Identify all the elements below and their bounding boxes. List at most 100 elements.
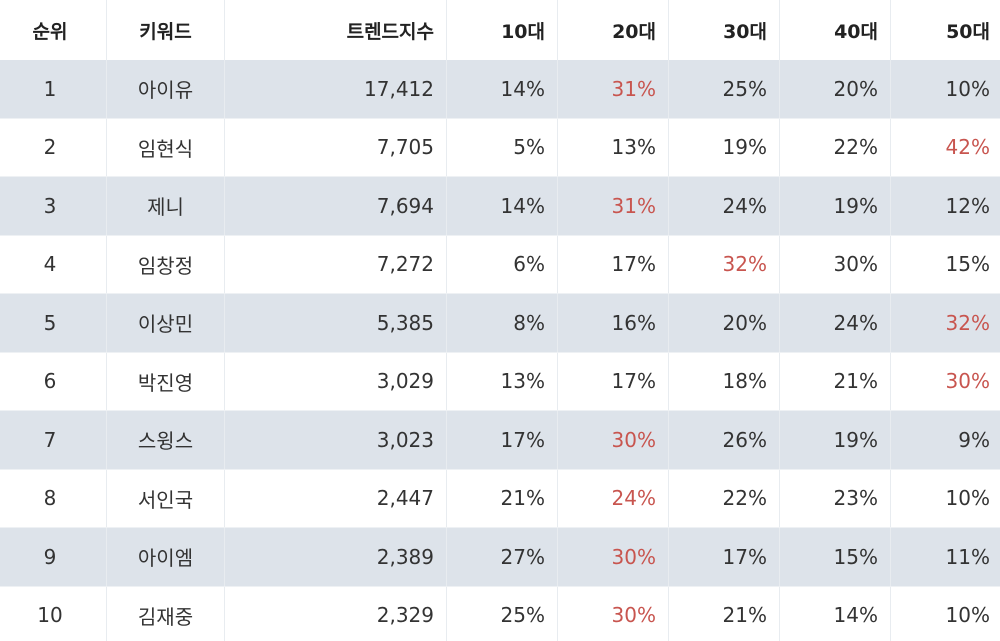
age-30-cell: 25% — [669, 60, 780, 118]
header-age-10: 10대 — [447, 0, 558, 60]
age-20-cell: 24% — [558, 469, 669, 527]
header-age-40: 40대 — [780, 0, 891, 60]
age-20-cell: 16% — [558, 294, 669, 352]
age-20-cell: 17% — [558, 235, 669, 293]
trend-index-cell: 17,412 — [225, 60, 447, 118]
header-age-50: 50대 — [946, 20, 990, 43]
age-30-cell: 22% — [669, 469, 780, 527]
keyword-cell: 박진영 — [107, 352, 225, 410]
keyword-cell: 아이엠 — [107, 528, 225, 586]
age-10-cell: 13% — [447, 352, 558, 410]
keyword-cell: 서인국 — [107, 469, 225, 527]
age-10-cell: 25% — [447, 586, 558, 641]
keyword-cell: 제니 — [107, 177, 225, 235]
trend-index-cell: 7,272 — [225, 235, 447, 293]
age-50-cell: 11% — [945, 544, 990, 569]
age-30-cell: 19% — [669, 118, 780, 176]
age-40-cell: 21% — [780, 352, 891, 410]
age-10-cell: 14% — [447, 60, 558, 118]
age-10-cell: 5% — [447, 118, 558, 176]
age-50-cell: 10% — [945, 603, 990, 628]
age-10-cell: 14% — [447, 177, 558, 235]
age-50-cell: 42% — [945, 135, 990, 160]
age-40-cell: 20% — [780, 60, 891, 118]
rank-cell: 7 — [0, 411, 107, 469]
table-row: 5 이상민 5,385 8% 16% 20% 24% 32% — [0, 294, 1000, 353]
table-row: 8 서인국 2,447 21% 24% 22% 23% 10% — [0, 469, 1000, 528]
table-row: 2 임현식 7,705 5% 13% 19% 22% 42% — [0, 118, 1000, 177]
age-20-cell: 31% — [558, 60, 669, 118]
age-40-cell: 15% — [780, 528, 891, 586]
keyword-cell: 임창정 — [107, 235, 225, 293]
age-50-cell: 12% — [945, 193, 990, 218]
table-header-row: 순위 키워드 트렌드지수 10대 20대 30대 40대 50대 — [0, 0, 1000, 60]
header-age-30: 30대 — [669, 0, 780, 60]
age-10-cell: 6% — [447, 235, 558, 293]
age-50-cell: 32% — [945, 310, 990, 335]
keyword-cell: 스윙스 — [107, 411, 225, 469]
age-40-cell: 23% — [780, 469, 891, 527]
trend-index-cell: 7,694 — [225, 177, 447, 235]
age-20-cell: 13% — [558, 118, 669, 176]
rank-cell: 4 — [0, 235, 107, 293]
table-row: 3 제니 7,694 14% 31% 24% 19% 12% — [0, 177, 1000, 236]
age-10-cell: 27% — [447, 528, 558, 586]
age-40-cell: 14% — [780, 586, 891, 641]
trend-index-cell: 2,447 — [225, 469, 447, 527]
age-30-cell: 32% — [669, 235, 780, 293]
age-30-cell: 24% — [669, 177, 780, 235]
trend-index-cell: 3,023 — [225, 411, 447, 469]
keyword-cell: 아이유 — [107, 60, 225, 118]
table-row: 7 스윙스 3,023 17% 30% 26% 19% 9% — [0, 411, 1000, 470]
rank-cell: 9 — [0, 528, 107, 586]
rank-cell: 5 — [0, 294, 107, 352]
age-40-cell: 19% — [780, 411, 891, 469]
age-20-cell: 31% — [558, 177, 669, 235]
age-50-cell: 15% — [945, 252, 990, 277]
keyword-cell: 이상민 — [107, 294, 225, 352]
rank-cell: 2 — [0, 118, 107, 176]
rank-cell: 8 — [0, 469, 107, 527]
age-50-cell: 9% — [958, 427, 990, 452]
age-50-cell: 30% — [945, 369, 990, 394]
age-30-cell: 26% — [669, 411, 780, 469]
age-30-cell: 21% — [669, 586, 780, 641]
age-40-cell: 30% — [780, 235, 891, 293]
age-30-cell: 20% — [669, 294, 780, 352]
age-10-cell: 21% — [447, 469, 558, 527]
age-20-cell: 17% — [558, 352, 669, 410]
age-40-cell: 22% — [780, 118, 891, 176]
table-row: 6 박진영 3,029 13% 17% 18% 21% 30% — [0, 352, 1000, 411]
age-30-cell: 18% — [669, 352, 780, 410]
age-20-cell: 30% — [558, 586, 669, 641]
rank-cell: 1 — [0, 60, 107, 118]
table-row: 4 임창정 7,272 6% 17% 32% 30% 15% — [0, 235, 1000, 294]
age-10-cell: 8% — [447, 294, 558, 352]
age-50-cell: 10% — [945, 486, 990, 511]
trend-index-cell: 2,329 — [225, 586, 447, 641]
header-rank: 순위 — [0, 0, 107, 60]
table-row: 9 아이엠 2,389 27% 30% 17% 15% 11% — [0, 528, 1000, 587]
header-age-20: 20대 — [558, 0, 669, 60]
age-30-cell: 17% — [669, 528, 780, 586]
table-row: 1 아이유 17,412 14% 31% 25% 20% 10% — [0, 60, 1000, 119]
header-trend-index: 트렌드지수 — [225, 0, 447, 60]
trend-index-cell: 5,385 — [225, 294, 447, 352]
rank-cell: 6 — [0, 352, 107, 410]
age-40-cell: 24% — [780, 294, 891, 352]
rank-cell: 10 — [0, 586, 107, 641]
trend-index-cell: 7,705 — [225, 118, 447, 176]
age-20-cell: 30% — [558, 528, 669, 586]
rank-cell: 3 — [0, 177, 107, 235]
age-50-cell: 10% — [945, 76, 990, 101]
age-40-cell: 19% — [780, 177, 891, 235]
age-10-cell: 17% — [447, 411, 558, 469]
trend-index-cell: 2,389 — [225, 528, 447, 586]
table-row: 10 김재중 2,329 25% 30% 21% 14% 10% — [0, 586, 1000, 641]
keyword-cell: 김재중 — [107, 586, 225, 641]
keyword-cell: 임현식 — [107, 118, 225, 176]
table-body: 1 아이유 17,412 14% 31% 25% 20% 10% 2 임현식 7,705 5% 13% 1… — [0, 60, 1000, 641]
header-keyword: 키워드 — [107, 0, 225, 60]
trend-index-cell: 3,029 — [225, 352, 447, 410]
